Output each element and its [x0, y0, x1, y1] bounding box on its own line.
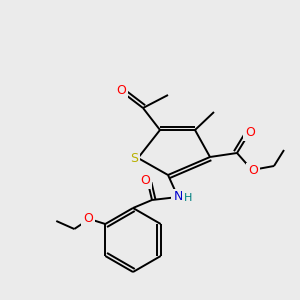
- Text: H: H: [184, 193, 192, 203]
- Text: O: O: [83, 212, 93, 226]
- Text: O: O: [245, 127, 255, 140]
- Text: O: O: [140, 175, 150, 188]
- Text: N: N: [173, 190, 183, 203]
- Text: O: O: [116, 85, 126, 98]
- Text: O: O: [248, 164, 258, 178]
- Text: S: S: [130, 152, 138, 166]
